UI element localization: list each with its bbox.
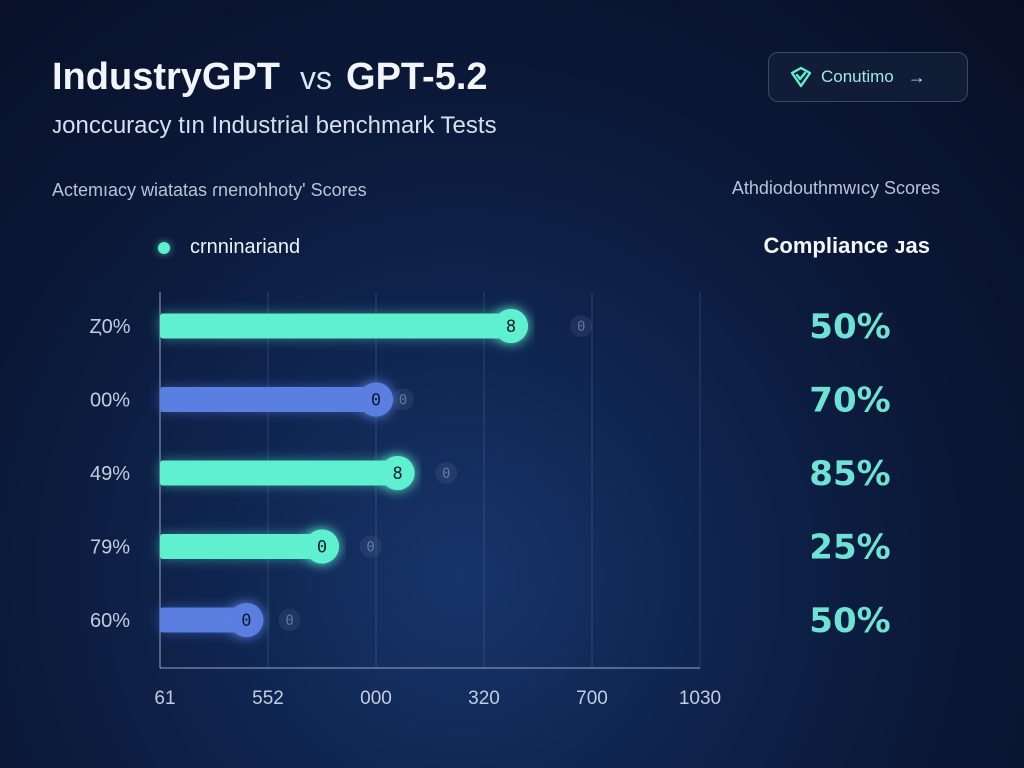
page-subtitle: ᴊᴏnccuracy tın Industrial benchmark Test…: [52, 112, 497, 139]
title-left: IndustryGPT: [52, 56, 281, 98]
y-tick-label-0: Ȥ0%: [89, 316, 130, 338]
ghost-marker-label-0: 0: [577, 319, 585, 335]
y-tick-label-4: 60%: [90, 610, 130, 632]
check-icon: [790, 66, 812, 88]
ghost-marker-4: [278, 609, 301, 631]
bar-marker-label-3: 0: [317, 538, 327, 558]
x-tick-label-1: 552: [252, 688, 284, 709]
bar-marker-core-4: [229, 603, 264, 637]
ghost-marker-label-2: 0: [442, 466, 450, 482]
ghost-marker-0: [570, 315, 593, 337]
continue-button-label: Conutimo: [821, 67, 894, 86]
compliance-value-0: 50%: [809, 307, 890, 347]
page-title: IndustryGPT vs GPT-5.2: [52, 56, 488, 99]
legend-label: crnninariand: [190, 236, 301, 258]
x-tick-label-5: 1030: [679, 688, 721, 709]
y-tick-label-3: 79%: [90, 537, 130, 559]
ghost-marker-label-4: 0: [285, 613, 293, 629]
x-tick-label-0: 61: [154, 688, 175, 709]
bar-3: [160, 534, 322, 559]
continue-button[interactable]: Conutimo →: [768, 52, 968, 102]
compliance-value-4: 50%: [809, 601, 890, 641]
bar-marker-core-2: [380, 456, 415, 490]
bar-marker-core-1: [359, 382, 393, 417]
arrow-right-icon: →: [907, 66, 926, 87]
bar-2: [160, 460, 398, 486]
bar-1: [160, 387, 376, 412]
y-tick-label-2: 49%: [90, 463, 130, 485]
compliance-value-1: 70%: [809, 381, 890, 421]
grid-layer: [159, 292, 701, 669]
bar-4: [160, 607, 247, 633]
bar-marker-label-1: 0: [371, 391, 381, 411]
compliance-value-3: 25%: [809, 528, 890, 568]
ghost-marker-label-1: 0: [399, 393, 407, 409]
legend: crnninariand: [158, 236, 300, 259]
bar-marker-core-3: [305, 529, 339, 564]
bar-marker-label-0: 8: [506, 317, 516, 337]
ghost-marker-1: [392, 388, 414, 411]
bar-marker-label-2: 8: [392, 464, 402, 484]
bar-layer: [160, 309, 593, 637]
x-tick-label-4: 700: [576, 688, 608, 709]
y-tick-label-1: 00%: [90, 390, 130, 412]
title-vs: vs: [300, 60, 333, 96]
ghost-marker-2: [435, 462, 458, 484]
compliance-value-2: 85%: [809, 454, 890, 494]
x-tick-label-3: 320: [468, 688, 500, 709]
ghost-marker-3: [359, 535, 382, 558]
bar-0: [160, 313, 511, 339]
bar-marker-label-4: 0: [241, 611, 251, 631]
compliance-title: Compliance ᴊas: [763, 233, 930, 258]
section-label-left: Aᴄtemıacy wiatatas ɾnenohhoty' Scores: [52, 180, 367, 200]
ghost-marker-label-3: 0: [366, 540, 374, 556]
title-right: GPT-5.2: [346, 56, 488, 98]
legend-dot-icon: [158, 241, 170, 254]
x-tick-label-2: 000: [360, 688, 392, 709]
bar-marker-core-0: [494, 309, 528, 343]
section-label-right: Athdiodouthmwıcy Scores: [731, 178, 940, 198]
